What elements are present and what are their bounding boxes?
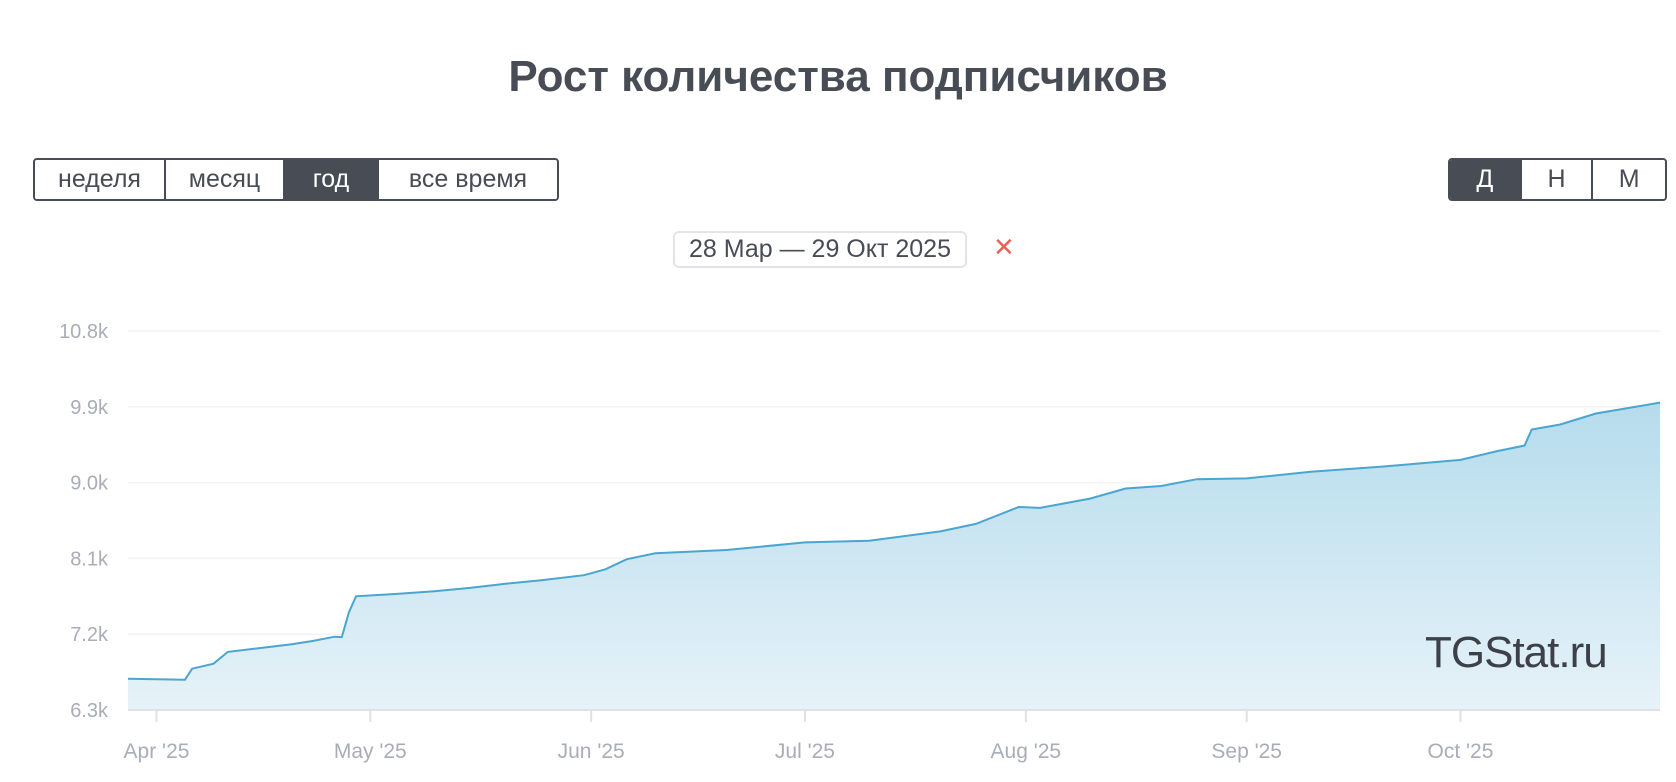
date-range-chip[interactable]: 28 Мар — 29 Окт 2025 (673, 231, 967, 268)
granularity-month-button[interactable]: М (1593, 160, 1665, 199)
x-tick-label: Jul '25 (775, 740, 835, 763)
range-month-button[interactable]: месяц (166, 160, 285, 199)
close-icon[interactable]: ✕ (993, 232, 1015, 262)
x-tick-label: Sep '25 (1211, 740, 1282, 763)
granularity-week-button[interactable]: Н (1521, 160, 1594, 199)
x-tick-label: May '25 (334, 740, 407, 763)
granularity-selector: Д Н М (1448, 158, 1667, 201)
tgstat-watermark: TGStat.ru (1425, 628, 1608, 677)
y-tick-label: 8.1k (70, 548, 109, 570)
y-tick-label: 7.2k (70, 624, 109, 646)
y-tick-label: 9.9k (70, 397, 109, 419)
x-tick-label: Jun '25 (558, 740, 625, 763)
series-line (127, 401, 1661, 681)
chart-title: Рост количества подписчиков (508, 52, 1168, 101)
x-tick-label: Oct '25 (1428, 740, 1494, 763)
y-tick-label: 6.3k (70, 700, 109, 722)
y-tick-label: 9.0k (70, 473, 109, 495)
range-all-time-button[interactable]: все время (379, 160, 557, 199)
granularity-day-button[interactable]: Д (1450, 160, 1522, 199)
series-area (128, 402, 1660, 710)
range-year-button[interactable]: год (285, 160, 379, 199)
x-tick-label: Aug '25 (991, 740, 1062, 763)
range-selector: неделя месяц год все время (33, 158, 559, 201)
x-tick-label: Apr '25 (124, 740, 190, 763)
range-week-button[interactable]: неделя (35, 160, 166, 199)
y-tick-label: 10.8k (59, 321, 109, 343)
